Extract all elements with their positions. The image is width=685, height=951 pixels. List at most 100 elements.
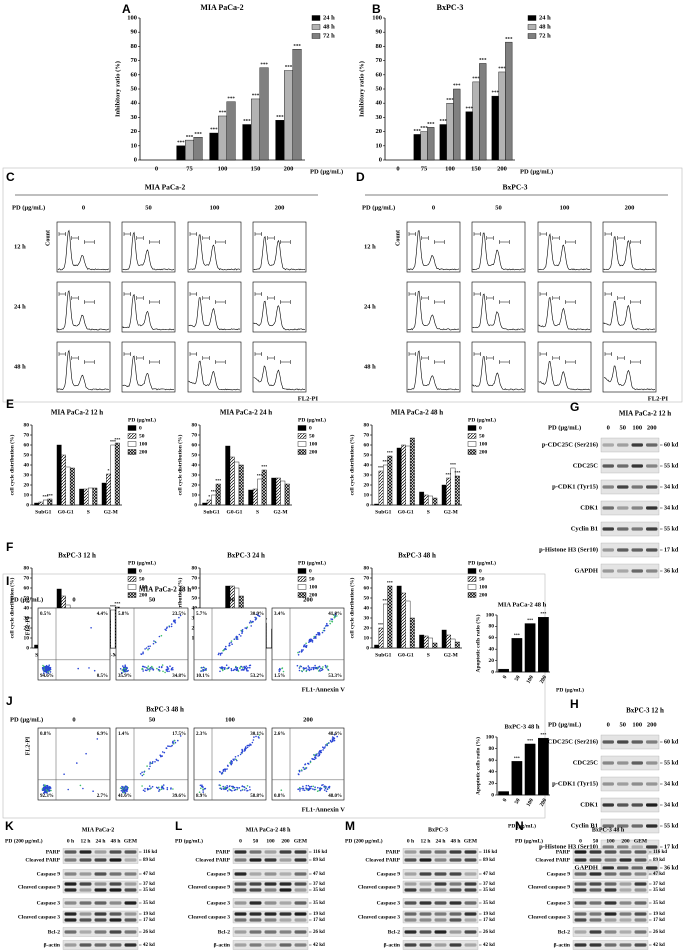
event-dot xyxy=(147,665,150,667)
bar xyxy=(439,124,447,161)
band xyxy=(604,872,617,876)
band xyxy=(602,569,614,573)
band xyxy=(589,901,602,905)
band xyxy=(234,943,247,947)
event-dot xyxy=(249,789,251,791)
y-tick-label: 30 xyxy=(24,472,30,478)
band xyxy=(234,872,247,876)
y-tick-label: 80 xyxy=(24,422,30,428)
band xyxy=(94,888,107,892)
band xyxy=(602,845,614,849)
event-dot xyxy=(234,668,236,671)
event-dot xyxy=(245,668,248,671)
band xyxy=(79,858,92,862)
band xyxy=(434,901,447,905)
event-dot xyxy=(299,786,301,789)
histogram xyxy=(188,234,241,271)
bar xyxy=(259,67,269,161)
event-dot xyxy=(302,789,304,791)
chart-title: MIA PaCa-2 48 h xyxy=(391,409,443,417)
histogram-frame xyxy=(121,221,176,273)
event-dot xyxy=(141,771,143,774)
x-tick-label: 75 xyxy=(186,165,193,172)
dose-label: PD (μg/mL) xyxy=(10,596,43,603)
legend-swatch xyxy=(467,568,477,574)
size-marker: 35 kd xyxy=(483,888,495,893)
gate xyxy=(280,240,291,244)
size-marker: 47 kd xyxy=(483,872,495,877)
legend-label: 50 xyxy=(479,433,485,439)
event-dot xyxy=(304,644,306,646)
band xyxy=(109,888,122,892)
y-tick-label: 10 xyxy=(192,492,198,498)
event-dot xyxy=(124,785,127,787)
treatment-label: PD (μg/mL) xyxy=(175,837,203,844)
significance-label: *** xyxy=(378,622,384,627)
band xyxy=(602,782,614,786)
band xyxy=(631,803,643,807)
gate xyxy=(552,296,560,300)
row-label: Cleaved caspase 3 xyxy=(188,914,230,920)
row-label: GAPDH xyxy=(575,567,598,574)
event-dot xyxy=(76,762,78,764)
band xyxy=(449,901,462,905)
band xyxy=(94,872,107,876)
event-dot xyxy=(246,785,249,787)
event-dot xyxy=(144,669,147,671)
band xyxy=(279,901,292,905)
gate xyxy=(486,296,494,300)
lane-label: 200 xyxy=(621,838,630,844)
gate xyxy=(215,360,226,364)
band xyxy=(279,918,292,922)
x-tick-label: G0-G1 xyxy=(58,509,74,515)
y-tick-label: 0 xyxy=(491,792,494,798)
x-tick-label: S xyxy=(427,509,430,515)
event-dot xyxy=(319,787,321,790)
event-dot xyxy=(241,788,244,791)
panel-label: N xyxy=(515,819,524,833)
bar xyxy=(491,95,499,161)
x-tick-label: SubG1 xyxy=(375,509,391,515)
event-dot xyxy=(204,787,207,790)
blot-strip xyxy=(600,776,660,792)
event-dot xyxy=(323,629,326,632)
gate xyxy=(123,232,131,236)
significance-label: *** xyxy=(527,617,533,622)
bar xyxy=(378,470,384,506)
size-marker: 17 kd xyxy=(653,918,665,923)
y-tick-label: 50 xyxy=(192,595,198,601)
event-dot xyxy=(170,623,173,625)
band xyxy=(646,527,658,531)
chart-title: MIA PaCa-2 12 h xyxy=(51,409,103,417)
row-label: Caspase 9 xyxy=(547,871,571,877)
event-dot xyxy=(311,641,314,643)
blot-strip xyxy=(600,521,660,537)
size-marker: 116 kd xyxy=(143,850,157,855)
y-tick-label: 60 xyxy=(192,442,198,448)
lane-label: 0 xyxy=(579,838,582,844)
event-dot xyxy=(148,768,150,770)
blot-title: BxPC-3 xyxy=(428,827,448,833)
y-tick-label: 60 xyxy=(489,635,495,641)
event-dot xyxy=(315,637,317,639)
band xyxy=(264,918,277,922)
blot-strip xyxy=(600,755,660,771)
y-tick-label: 0 xyxy=(366,502,369,508)
y-tick-label: 80 xyxy=(489,746,495,752)
y-tick-label: 60 xyxy=(24,585,30,591)
legend-label: 50 xyxy=(139,576,145,582)
event-dot xyxy=(245,746,247,748)
band xyxy=(64,858,77,862)
y-tick-label: 60 xyxy=(364,585,370,591)
event-dot xyxy=(240,751,243,754)
band xyxy=(264,872,277,876)
time-label: 12 h xyxy=(14,243,26,250)
event-dot xyxy=(317,666,319,669)
event-dot xyxy=(326,743,329,745)
event-dot xyxy=(251,621,253,623)
chart-title: BxPC-3 xyxy=(437,3,464,12)
quadrant-value: 17.5% xyxy=(172,732,186,737)
gate xyxy=(565,360,576,364)
size-marker: 17 kd xyxy=(313,918,325,923)
bar xyxy=(56,444,62,506)
